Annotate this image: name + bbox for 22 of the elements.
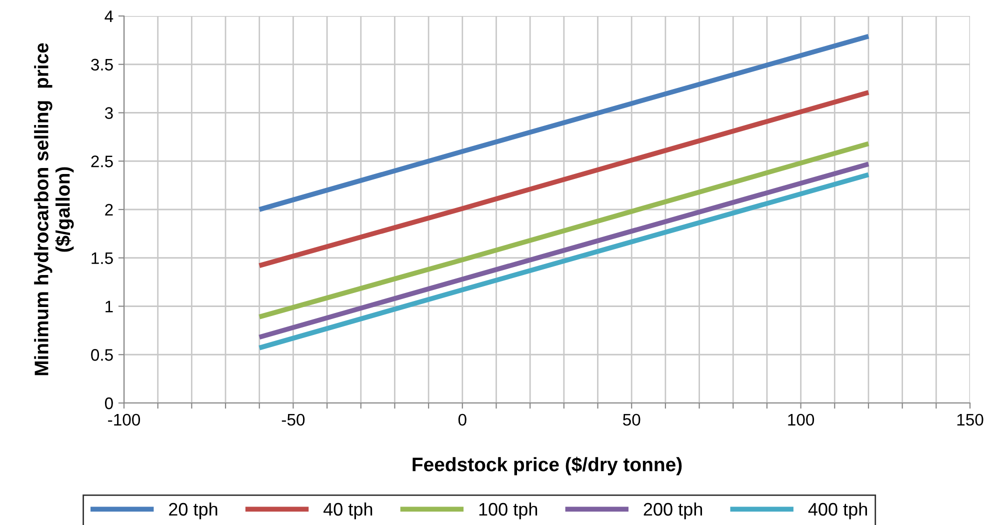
y-tick-label: 0.5 [91,349,113,361]
y-tick-label: 2 [105,204,113,216]
y-axis-title: Minimum hydrocarbon selling price ($/gallon) [34,43,74,376]
y-tick-label: 2.5 [91,156,113,168]
x-tick-label: -50 [282,414,305,426]
legend-label: 400 tph [808,502,867,520]
legend-label: 200 tph [644,502,702,520]
legend-label: 20 tph [169,502,218,520]
x-tick-label: 100 [788,414,814,426]
y-tick-label: 0 [104,397,113,410]
x-tick-label: 0 [458,414,466,426]
x-tick-label: 50 [623,414,640,426]
x-tick-label: -100 [108,414,140,426]
y-tick-label: 4 [104,10,114,22]
legend-label: 100 tph [479,502,538,520]
y-tick-label: 3.5 [91,58,113,71]
y-tick-label: 1 [106,300,113,312]
x-axis-title: Feedstock price ($/dry tonne) [412,456,682,476]
y-tick-label: 1.5 [92,252,113,264]
y-tick-label: 3 [104,107,113,119]
legend-label: 40 tph [323,502,372,520]
x-tick-label: 150 [957,414,984,426]
